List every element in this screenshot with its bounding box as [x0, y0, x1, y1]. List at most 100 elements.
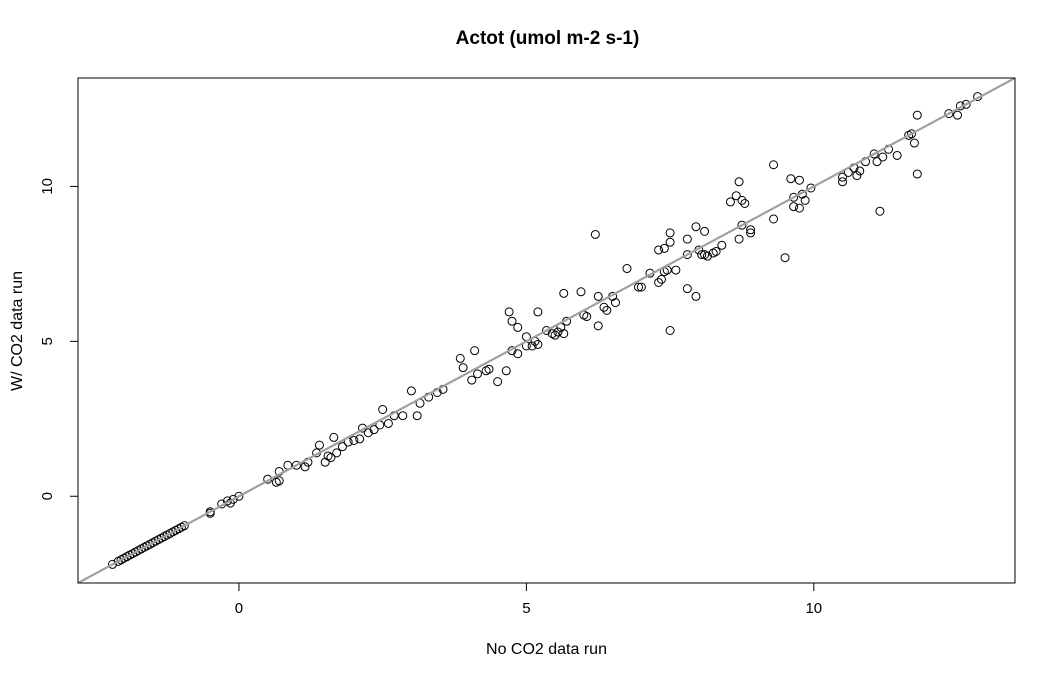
data-point [869, 149, 879, 159]
data-point [656, 274, 666, 284]
data-point [665, 228, 675, 238]
data-point [731, 191, 741, 201]
data-point [872, 157, 882, 167]
data-point [875, 206, 885, 216]
data-point [734, 177, 744, 187]
data-point [559, 329, 569, 339]
data-point [912, 110, 922, 120]
data-point [179, 521, 189, 531]
data-point [363, 428, 373, 438]
data-point [691, 291, 701, 301]
data-point [576, 287, 586, 297]
data-point [737, 195, 747, 205]
data-point [513, 322, 523, 332]
data-point [654, 245, 664, 255]
data-point [610, 298, 620, 308]
data-point [513, 349, 523, 359]
data-point [470, 346, 480, 356]
data-point [907, 129, 917, 139]
data-point [702, 251, 712, 261]
data-point [665, 237, 675, 247]
data-point [838, 172, 848, 182]
data-point [769, 214, 779, 224]
data-point [682, 284, 692, 294]
x-tick-label: 0 [235, 600, 243, 617]
data-point [383, 418, 393, 428]
data-point [473, 369, 483, 379]
x-tick-label: 5 [522, 600, 530, 617]
data-point [320, 457, 330, 467]
data-point [234, 491, 244, 501]
data-point [636, 282, 646, 292]
chart-title: Actot (umol m-2 s-1) [455, 28, 640, 49]
data-point [794, 203, 804, 213]
data-point [737, 220, 747, 230]
data-point [467, 375, 477, 385]
data-point [794, 175, 804, 185]
data-point [458, 363, 468, 373]
data-point [590, 229, 600, 239]
data-point [654, 277, 664, 287]
data-point [789, 192, 799, 202]
data-point [838, 177, 848, 187]
data-point [527, 341, 537, 351]
data-point [455, 353, 465, 363]
data-point [300, 462, 310, 472]
data-point [659, 243, 669, 253]
data-point [717, 240, 727, 250]
data-point [329, 432, 339, 442]
data-point [769, 160, 779, 170]
data-point [593, 321, 603, 331]
data-point [622, 264, 632, 274]
data-point [493, 377, 503, 387]
data-point [550, 330, 560, 340]
data-point [746, 225, 756, 235]
data-point [107, 559, 117, 569]
data-point [398, 411, 408, 421]
data-point [332, 448, 342, 458]
x-axis-label: No CO2 data run [486, 641, 607, 658]
data-point [700, 226, 710, 236]
data-point [711, 246, 721, 256]
data-point [326, 453, 336, 463]
data-point [633, 282, 643, 292]
y-tick-label: 0 [39, 492, 56, 500]
data-point [806, 183, 816, 193]
data-point [291, 460, 301, 470]
data-point [878, 152, 888, 162]
x-tick-label: 10 [805, 600, 822, 617]
data-point [593, 291, 603, 301]
data-point [533, 339, 543, 349]
identity-reference-line [78, 78, 1015, 583]
data-point [909, 138, 919, 148]
data-point [602, 305, 612, 315]
data-point [369, 425, 379, 435]
data-point [582, 312, 592, 322]
data-point [961, 99, 971, 109]
data-point [725, 197, 735, 207]
data-point [855, 166, 865, 176]
data-point [378, 405, 388, 415]
data-point [789, 202, 799, 212]
data-point [852, 171, 862, 181]
data-point [559, 288, 569, 298]
data-point [337, 442, 347, 452]
data-point [504, 307, 514, 317]
data-point [746, 228, 756, 238]
data-point [542, 326, 551, 335]
data-point [800, 195, 810, 205]
data-point [780, 253, 790, 263]
data-point [671, 265, 681, 275]
data-point [953, 110, 963, 120]
y-tick-label: 10 [39, 178, 56, 195]
data-point [412, 411, 422, 421]
data-point [314, 440, 324, 450]
data-point [682, 250, 692, 260]
data-point [349, 435, 359, 445]
data-point [682, 234, 692, 244]
data-point [892, 150, 902, 160]
data-point [697, 250, 707, 260]
data-point [406, 386, 416, 396]
data-point [786, 174, 796, 184]
